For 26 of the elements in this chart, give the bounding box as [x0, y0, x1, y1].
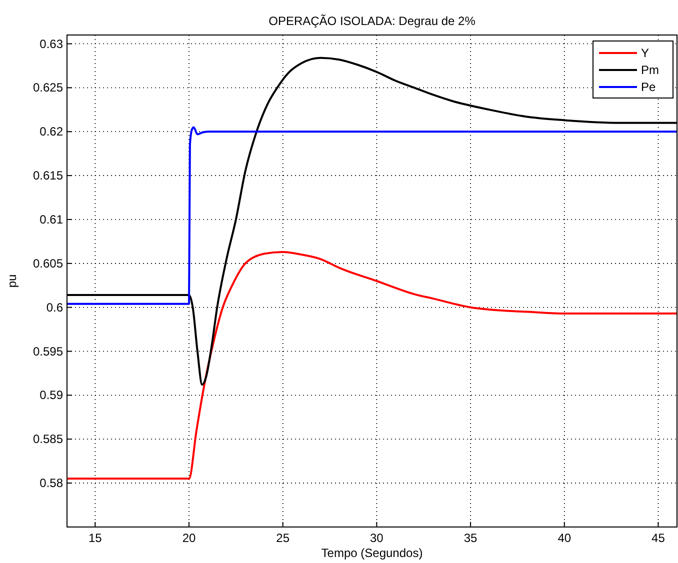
y-tick-label: 0.58: [40, 476, 64, 490]
line-series: [66, 251, 678, 480]
y-tick-label: 0.585: [32, 432, 64, 446]
x-tick-label: 20: [182, 531, 196, 545]
line-series: [66, 126, 678, 305]
y-tick-label: 0.63: [40, 36, 64, 51]
x-tick-label: 25: [276, 531, 290, 545]
legend-label: Pe: [641, 80, 656, 94]
x-tick-label: 15: [88, 531, 102, 545]
legend-label: Y: [641, 46, 650, 60]
x-tick-label: 30: [370, 531, 384, 545]
x-tick-label: 40: [558, 531, 572, 545]
y-tick-label: 0.61: [40, 212, 64, 226]
y-tick-label: 0.615: [32, 168, 64, 183]
chart-title: OPERAÇÃO ISOLADA: Degrau de 2%: [268, 14, 476, 28]
y-tick-label: 0.595: [32, 344, 64, 358]
y-axis-title: pu: [5, 274, 19, 288]
y-tick-label: 0.62: [40, 124, 64, 139]
legend-label: Pm: [641, 63, 660, 77]
y-tick-label: 0.605: [32, 256, 64, 270]
x-tick-label: 45: [652, 531, 666, 545]
y-tick-label: 0.625: [32, 80, 64, 95]
y-tick-label: 0.59: [40, 388, 64, 402]
x-tick-label: 35: [464, 531, 478, 545]
y-tick-label: 0.6: [46, 300, 64, 314]
x-axis-title: Tempo (Segundos): [321, 546, 423, 560]
